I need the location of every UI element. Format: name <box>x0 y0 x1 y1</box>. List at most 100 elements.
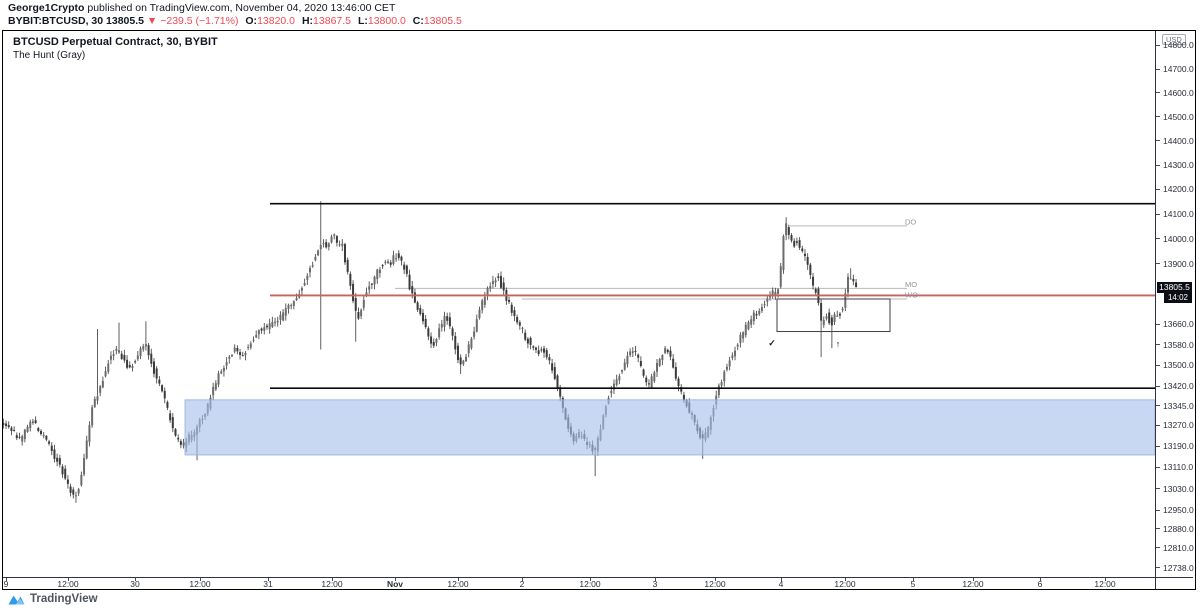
time-axis-label: 12:00 <box>1094 579 1116 589</box>
price-axis-tick <box>1156 44 1160 46</box>
time-axis-tick <box>715 578 716 581</box>
time-axis-tick <box>522 578 523 581</box>
time-axis-label: 12:00 <box>321 579 343 589</box>
price-axis-tick <box>1156 424 1160 426</box>
time-axis-label: 12:00 <box>704 579 726 589</box>
price-axis-tick <box>1156 466 1160 468</box>
time-axis-tick <box>135 578 136 581</box>
price-axis[interactable]: USD 14800.0 14700.0 14600.0 14500.0 14400.0 1… <box>1155 31 1194 577</box>
time-axis-label: 30 <box>130 579 140 589</box>
price-axis-tick <box>1156 445 1160 447</box>
bar-countdown-label: 14:02 <box>1164 293 1192 303</box>
price-axis-tick <box>1156 213 1160 215</box>
price-axis-tick <box>1156 92 1160 94</box>
price-change: ▼ −239.5 (−1.71%) <box>146 15 239 27</box>
price-axis-label: 14000.0 <box>1163 233 1194 244</box>
time-axis-label: 6 <box>1037 579 1043 589</box>
time-axis-tick <box>781 578 782 581</box>
open-line-label-do: DO <box>905 217 916 226</box>
time-axis-tick <box>655 578 656 581</box>
tradingview-logo-icon[interactable] <box>8 592 25 605</box>
price-axis-label: 13500.0 <box>1163 360 1194 371</box>
price-axis-label: 13030.0 <box>1163 483 1194 494</box>
price-axis-label: 14800.0 <box>1163 40 1194 51</box>
demand-zone[interactable] <box>184 399 1155 456</box>
price-axis-label: 14300.0 <box>1163 160 1194 171</box>
time-axis-tick <box>68 578 69 581</box>
open-label: O: <box>245 15 258 27</box>
time-axis-tick <box>913 578 914 581</box>
open-line-label-wo: WO <box>905 290 918 299</box>
time-axis-label: 12:00 <box>834 579 856 589</box>
price-axis-tick <box>1156 188 1160 190</box>
byline: George1Crypto published on TradingView.c… <box>8 2 395 15</box>
price-axis-tick <box>1156 68 1160 70</box>
author-name: George1Crypto <box>8 2 85 14</box>
time-axis-tick <box>395 578 396 581</box>
check-mark[interactable]: ✓ <box>768 338 776 348</box>
time-axis-label: 3 <box>652 579 658 589</box>
axis-corner <box>1155 577 1193 589</box>
price-axis-label: 14700.0 <box>1163 64 1194 75</box>
price-axis-tick <box>1156 116 1160 118</box>
price-axis-label: 14600.0 <box>1163 87 1194 98</box>
price-axis-tick <box>1156 364 1160 366</box>
open-value: 13820.0 <box>257 15 296 27</box>
price-axis-label: 14100.0 <box>1163 209 1194 220</box>
time-axis[interactable]: 9 12:00 30 12:00 31 12:00 Nov 12:00 2 12:00 3 12:00… <box>3 577 1155 589</box>
time-axis-tick <box>1040 578 1041 581</box>
chart-legend: BTCUSD Perpetual Contract, 30, BYBIT The… <box>13 36 218 62</box>
currency-chip: USD <box>1162 34 1186 45</box>
time-axis-tick <box>200 578 201 581</box>
low-label: L: <box>357 15 368 27</box>
time-axis-tick <box>458 578 459 581</box>
time-axis-label: 12:00 <box>57 579 79 589</box>
time-axis-tick <box>6 578 7 581</box>
time-axis-tick <box>845 578 846 581</box>
price-axis-label: 14500.0 <box>1163 111 1194 122</box>
time-axis-label: 9 <box>3 579 9 589</box>
price-axis-tick <box>1156 344 1160 346</box>
price-axis-label: 14200.0 <box>1163 184 1194 195</box>
price-axis-label: 13900.0 <box>1163 258 1194 269</box>
price-axis-label: 13660.0 <box>1163 319 1194 330</box>
time-axis-label: 4 <box>778 579 784 589</box>
time-axis-tick <box>332 578 333 581</box>
consolidation-box[interactable] <box>776 298 891 333</box>
time-axis-label: 2 <box>519 579 525 589</box>
price-axis-label: 13420.0 <box>1163 381 1194 392</box>
chart-frame: ✓ ↑ DO MO WO BTCUSD Perpetual Contract, 30, … <box>2 30 1196 590</box>
legend-subtitle: The Hunt (Gray) <box>13 50 86 61</box>
open-line-label-mo: MO <box>905 280 917 289</box>
close-label: C: <box>412 15 424 27</box>
time-axis-label: Nov <box>386 579 404 589</box>
price-axis-tick <box>1156 405 1160 407</box>
time-axis-tick <box>268 578 269 581</box>
time-axis-tick <box>1105 578 1106 581</box>
time-axis-label: 31 <box>263 579 273 589</box>
last-price-label: 13805.5 <box>1157 281 1192 293</box>
price-axis-tick <box>1156 140 1160 142</box>
arrow-up-mark[interactable]: ↑ <box>836 339 841 349</box>
footer: TradingView <box>8 592 98 605</box>
price-axis-tick <box>1156 323 1160 325</box>
time-axis-label: 12:00 <box>447 579 469 589</box>
quote-line: BYBIT:BTCUSD, 30 13805.5 ▼ −239.5 (−1.71… <box>8 15 462 28</box>
price-axis-tick <box>1156 567 1160 569</box>
symbol-label: BYBIT:BTCUSD, 30 <box>8 15 104 27</box>
time-axis-label: 12:00 <box>579 579 601 589</box>
price-axis-label: 12880.0 <box>1163 523 1194 534</box>
time-axis-label: 12:00 <box>962 579 984 589</box>
time-axis-tick <box>590 578 591 581</box>
high-label: H: <box>301 15 314 27</box>
price-axis-label: 12810.0 <box>1163 542 1194 553</box>
time-axis-label: 5 <box>910 579 916 589</box>
candle-wicks-layer <box>3 201 857 503</box>
price-axis-tick <box>1156 385 1160 387</box>
low-value: 13800.0 <box>367 15 406 27</box>
price-axis-label: 14400.0 <box>1163 135 1194 146</box>
legend-title: BTCUSD Perpetual Contract, 30, BYBIT <box>13 36 218 48</box>
tradingview-brand-text[interactable]: TradingView <box>30 592 98 605</box>
